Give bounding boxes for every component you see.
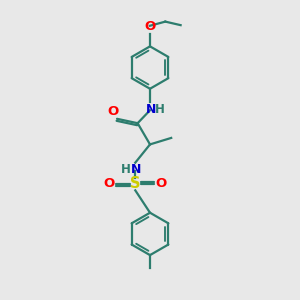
Text: S: S: [130, 176, 140, 191]
Text: O: O: [104, 177, 115, 190]
Text: O: O: [144, 20, 156, 32]
Text: N: N: [131, 163, 141, 176]
Text: H: H: [121, 163, 131, 176]
Text: O: O: [156, 177, 167, 190]
Text: O: O: [107, 105, 118, 118]
Text: N: N: [146, 103, 156, 116]
Text: H: H: [155, 103, 165, 116]
